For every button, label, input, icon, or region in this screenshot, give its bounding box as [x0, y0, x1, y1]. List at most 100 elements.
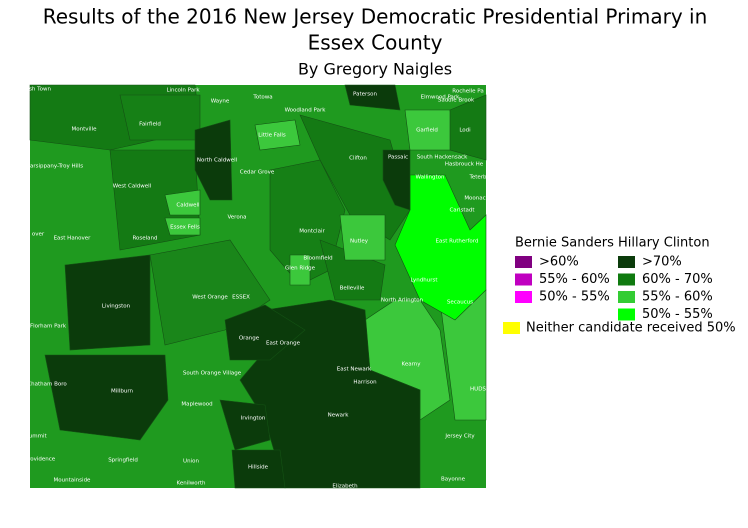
region [164, 189, 201, 216]
town-label: East Hanover [54, 236, 92, 242]
town-label: Lincoln Park [166, 88, 200, 94]
legend-swatch [515, 256, 532, 268]
legend-label: 60% - 70% [642, 272, 713, 287]
town-label: Caldwell [176, 203, 200, 209]
town-label: Glen Ridge [285, 266, 316, 272]
town-label: Passaic [388, 155, 408, 161]
town-label: Florham Park [30, 324, 67, 330]
town-label: Teterb [468, 175, 487, 181]
town-label: Roseland [132, 236, 157, 242]
town-label: Chatham Boro [27, 382, 67, 388]
region [231, 449, 286, 489]
title-line: Results of the 2016 New Jersey Democrati… [43, 5, 708, 29]
town-label: Fairfield [139, 122, 161, 128]
region [394, 174, 487, 321]
town-label: Livingston [102, 304, 131, 310]
town-label: Maplewood [181, 402, 212, 408]
region [449, 94, 487, 161]
town-label: West Caldwell [113, 184, 152, 190]
legend-label: >70% [642, 255, 682, 270]
legend-swatch [515, 291, 532, 303]
town-label: East Rutherford [436, 239, 479, 245]
region [344, 84, 401, 111]
title-line: Essex County [308, 31, 443, 55]
region [219, 399, 271, 451]
town-label: Garfield [416, 128, 438, 134]
town-label: North Arlington [381, 298, 424, 304]
town-label: Parsippany-Troy Hills [27, 164, 83, 170]
town-label: sh Town [29, 87, 51, 93]
legend-swatch [618, 256, 635, 268]
region [119, 94, 201, 141]
town-label: Kearny [402, 362, 422, 368]
town-label: HUDS [470, 387, 486, 393]
town-label: Orange [239, 336, 260, 342]
town-label: Totowa [252, 95, 272, 101]
town-label: Newark [328, 413, 350, 419]
legend: Bernie Sanders Hillary Clinton >60% 55% -… [503, 236, 736, 336]
town-label: Verona [227, 215, 246, 221]
region [194, 119, 233, 201]
town-label: South Hackensack [417, 155, 468, 161]
town-label: Providence [25, 457, 56, 463]
town-label: Little Falls [258, 133, 286, 139]
town-label: Lyndhurst [410, 278, 438, 284]
town-label: Mountainside [54, 478, 92, 484]
legend-label: Neither candidate received 50% [526, 321, 736, 336]
legend-swatch [503, 322, 520, 334]
town-label: Moonac [464, 196, 485, 202]
legend-label: 50% - 55% [539, 290, 610, 305]
town-label: Montville [72, 127, 98, 133]
town-label: Belleville [340, 286, 365, 292]
town-label: Springfield [108, 458, 138, 464]
legend-label: >60% [539, 255, 579, 270]
town-label: Elmwood Park [421, 95, 461, 101]
town-label: Bayonne [441, 477, 466, 483]
town-label: North Caldwell [197, 158, 238, 164]
legend-label: 55% - 60% [642, 290, 713, 305]
town-label: Kenilworth [176, 481, 206, 487]
town-label: Summit [25, 434, 47, 440]
town-label: East Orange [266, 341, 301, 347]
town-label: Woodland Park [285, 108, 327, 114]
town-label: Wallington [415, 175, 445, 181]
region [224, 304, 306, 361]
town-label: Paterson [353, 92, 377, 98]
town-label: Nutley [350, 239, 369, 245]
town-label: Elizabeth [332, 484, 358, 490]
legend-label: 55% - 60% [539, 272, 610, 287]
town-label: Jersey City [444, 434, 475, 440]
legend-label: 50% - 55% [642, 307, 713, 322]
town-label: Rochelle Pa [452, 89, 483, 95]
town-label: East Newark [337, 367, 372, 373]
town-label: Union [183, 459, 199, 465]
town-label: Hillside [248, 465, 269, 471]
region [382, 149, 411, 211]
legend-swatch [618, 291, 635, 303]
region [64, 254, 151, 351]
town-label: Irvington [241, 416, 266, 422]
town-label: Hasbrouck He [445, 162, 484, 168]
region [339, 214, 386, 261]
legend-swatch [515, 273, 532, 286]
town-label: ESSEX [232, 295, 250, 301]
town-label: Cedar Grove [240, 170, 275, 176]
town-label: Millburn [111, 389, 133, 395]
town-label: Lodi [459, 128, 471, 134]
town-label: West Orange [192, 295, 228, 301]
town-label: Montclair [299, 229, 325, 235]
region [44, 354, 169, 441]
legend-heading: Bernie Sanders [515, 236, 614, 251]
town-label: Clifton [349, 156, 367, 162]
region [289, 254, 311, 286]
town-label: Essex Fells [170, 225, 200, 231]
regions [29, 84, 487, 489]
town-label: over [32, 232, 45, 238]
subtitle: By Gregory Naigles [298, 60, 452, 79]
town-label: Saddle Brook [438, 98, 475, 104]
town-label: Secaucus [447, 300, 473, 306]
town-label: Carlstadt [449, 208, 475, 214]
town-label: South Orange Village [183, 371, 242, 377]
